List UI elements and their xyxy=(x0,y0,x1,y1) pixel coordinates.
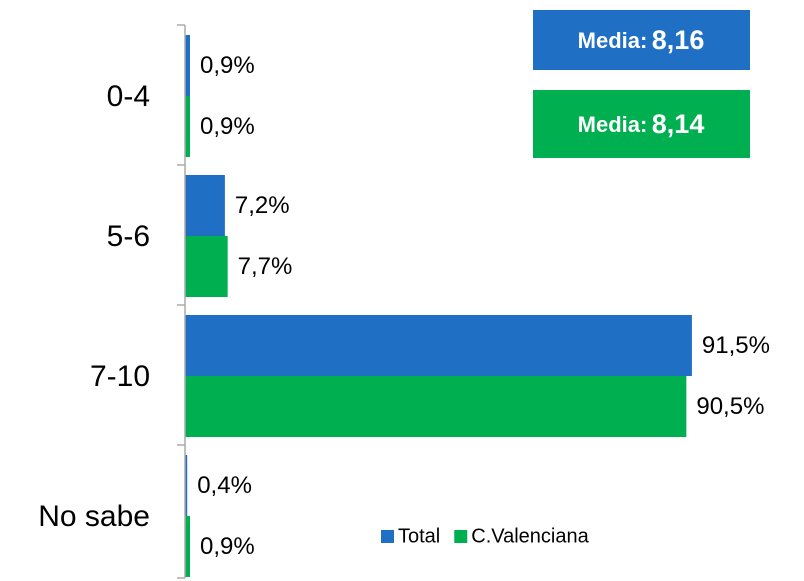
value-label: 0,9% xyxy=(200,533,255,560)
media-box xyxy=(533,10,750,70)
value-label: 90,5% xyxy=(696,393,764,420)
legend-swatch xyxy=(381,530,394,543)
media-value: 8,14 xyxy=(652,109,705,139)
bar xyxy=(185,35,190,96)
category-label: 0-4 xyxy=(107,80,150,113)
category-label: No sabe xyxy=(38,500,150,533)
bar xyxy=(185,455,188,516)
value-label: 0,9% xyxy=(200,52,255,79)
bar xyxy=(185,96,190,157)
media-text: Media: 8,16 xyxy=(578,25,705,55)
bar xyxy=(185,516,190,577)
media-label: Media: xyxy=(578,112,648,137)
bar xyxy=(185,315,692,376)
media-label: Media: xyxy=(578,28,648,53)
bar xyxy=(185,376,687,437)
media-text: Media: 8,14 xyxy=(578,109,705,139)
media-value: 8,16 xyxy=(652,25,705,55)
category-label: 7-10 xyxy=(90,360,150,393)
legend-swatch xyxy=(454,530,468,543)
value-label: 0,4% xyxy=(197,472,252,499)
bar xyxy=(185,175,225,236)
value-label: 7,2% xyxy=(235,192,290,219)
bar xyxy=(185,236,228,297)
value-label: 91,5% xyxy=(702,332,770,359)
value-label: 7,7% xyxy=(238,253,293,280)
category-label: 5-6 xyxy=(107,220,150,253)
legend-label: C.Valenciana xyxy=(471,525,589,547)
media-box xyxy=(533,90,750,158)
legend-label: Total xyxy=(398,525,440,547)
value-label: 0,9% xyxy=(200,113,255,140)
